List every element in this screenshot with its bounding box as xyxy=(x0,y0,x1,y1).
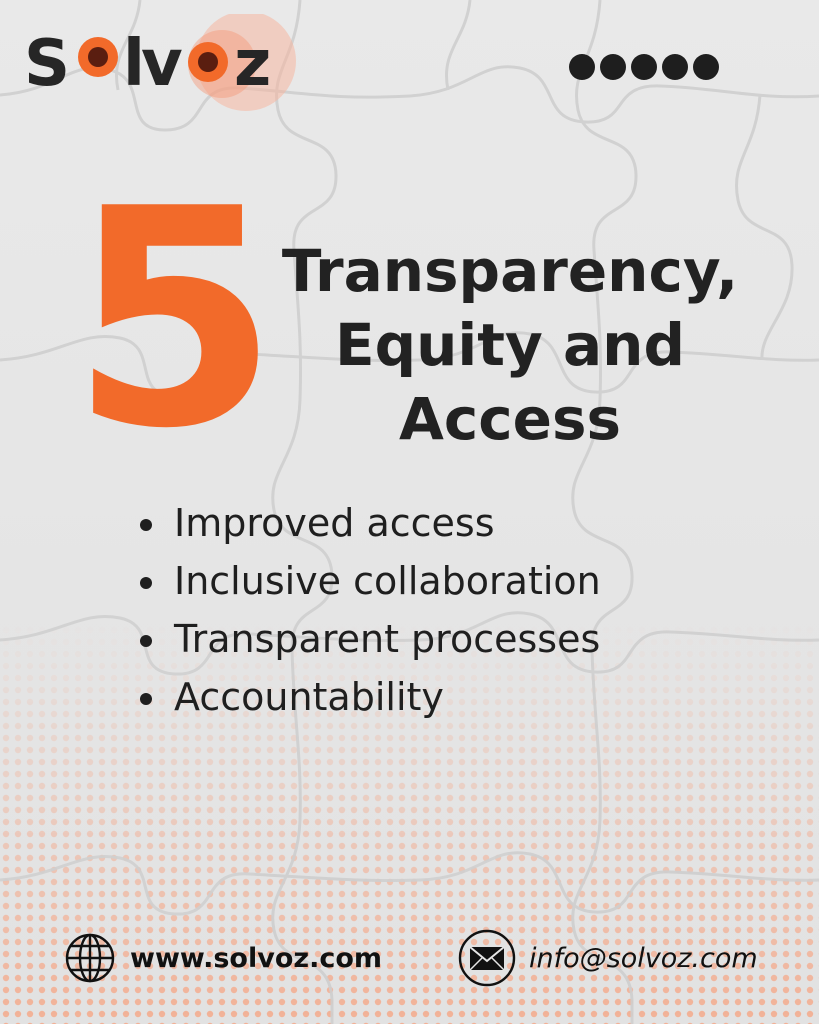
envelope-icon xyxy=(458,929,516,987)
logo-circles-icon xyxy=(78,14,296,111)
bullet-item: Inclusive collaboration xyxy=(138,552,601,610)
pagination-dots xyxy=(569,54,719,80)
logo-letter: z xyxy=(234,27,271,101)
logo-letter: v xyxy=(141,27,183,101)
pagination-dot-icon xyxy=(693,54,719,80)
solvoz-logo: S o l v o z xyxy=(24,14,314,111)
title-line: Equity and xyxy=(335,311,685,379)
bullet-list: Improved access Inclusive collaboration … xyxy=(138,494,601,726)
bullet-item: Transparent processes xyxy=(138,610,601,668)
bullet-item: Accountability xyxy=(138,668,601,726)
logo-letter: o xyxy=(76,27,120,101)
title-line: Transparency, xyxy=(281,237,739,305)
logo-letter: o xyxy=(186,27,230,101)
email-link[interactable]: info@solvoz.com xyxy=(457,928,758,988)
page-title: Transparency, Equity and Access xyxy=(270,234,750,456)
pagination-dot-icon xyxy=(600,54,626,80)
website-text: www.solvoz.com xyxy=(130,942,383,974)
section-number: 5 xyxy=(70,145,279,494)
bullet-item: Improved access xyxy=(138,494,601,552)
globe-icon xyxy=(65,933,115,983)
pagination-dot-icon xyxy=(662,54,688,80)
pagination-dot-icon xyxy=(569,54,595,80)
email-text: info@solvoz.com xyxy=(529,942,758,974)
pagination-dot-icon xyxy=(631,54,657,80)
logo-letter: l xyxy=(123,27,145,101)
website-link[interactable]: www.solvoz.com xyxy=(64,930,382,986)
logo-letter: S xyxy=(24,27,70,101)
halftone-pattern xyxy=(0,620,819,1024)
title-line: Access xyxy=(398,385,622,453)
logo-wordmark: S o l v o z xyxy=(24,27,271,101)
